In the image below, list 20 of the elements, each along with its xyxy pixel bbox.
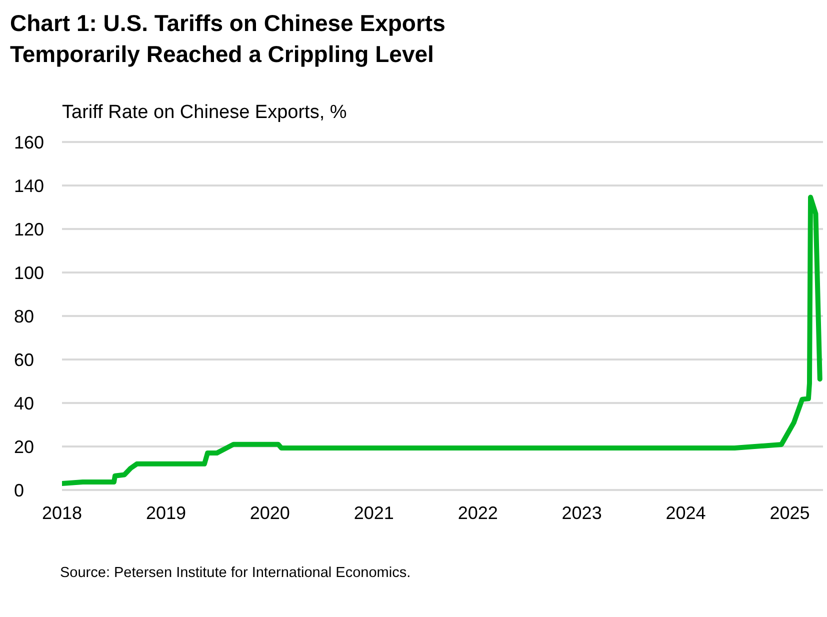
x-tick-label: 2025 (770, 502, 810, 523)
x-tick-label: 2023 (562, 502, 602, 523)
x-tick-label: 2024 (666, 502, 706, 523)
y-tick-label: 40 (14, 393, 34, 414)
y-tick-label: 20 (14, 436, 34, 457)
x-tick-label: 2021 (354, 502, 394, 523)
y-tick-label: 100 (14, 262, 44, 283)
source-note: Source: Petersen Institute for International Economics. (60, 565, 411, 581)
y-tick-label: 80 (14, 306, 34, 326)
chart-title: Chart 1: U.S. Tariffs on Chinese Exports Temporarily Reached a Crippling Level (10, 9, 446, 69)
y-tick-label: 0 (14, 480, 24, 500)
y-tick-label: 120 (14, 219, 44, 240)
y-tick-label: 140 (14, 176, 44, 196)
x-tick-label: 2022 (458, 502, 498, 523)
y-tick-label: 160 (14, 132, 44, 152)
y-tick-label: 60 (14, 350, 34, 370)
y-axis-title: Tariff Rate on Chinese Exports, % (62, 102, 347, 124)
x-tick-label: 2019 (146, 502, 186, 523)
x-tick-label: 2020 (250, 502, 290, 523)
x-tick-label: 2018 (42, 502, 82, 523)
